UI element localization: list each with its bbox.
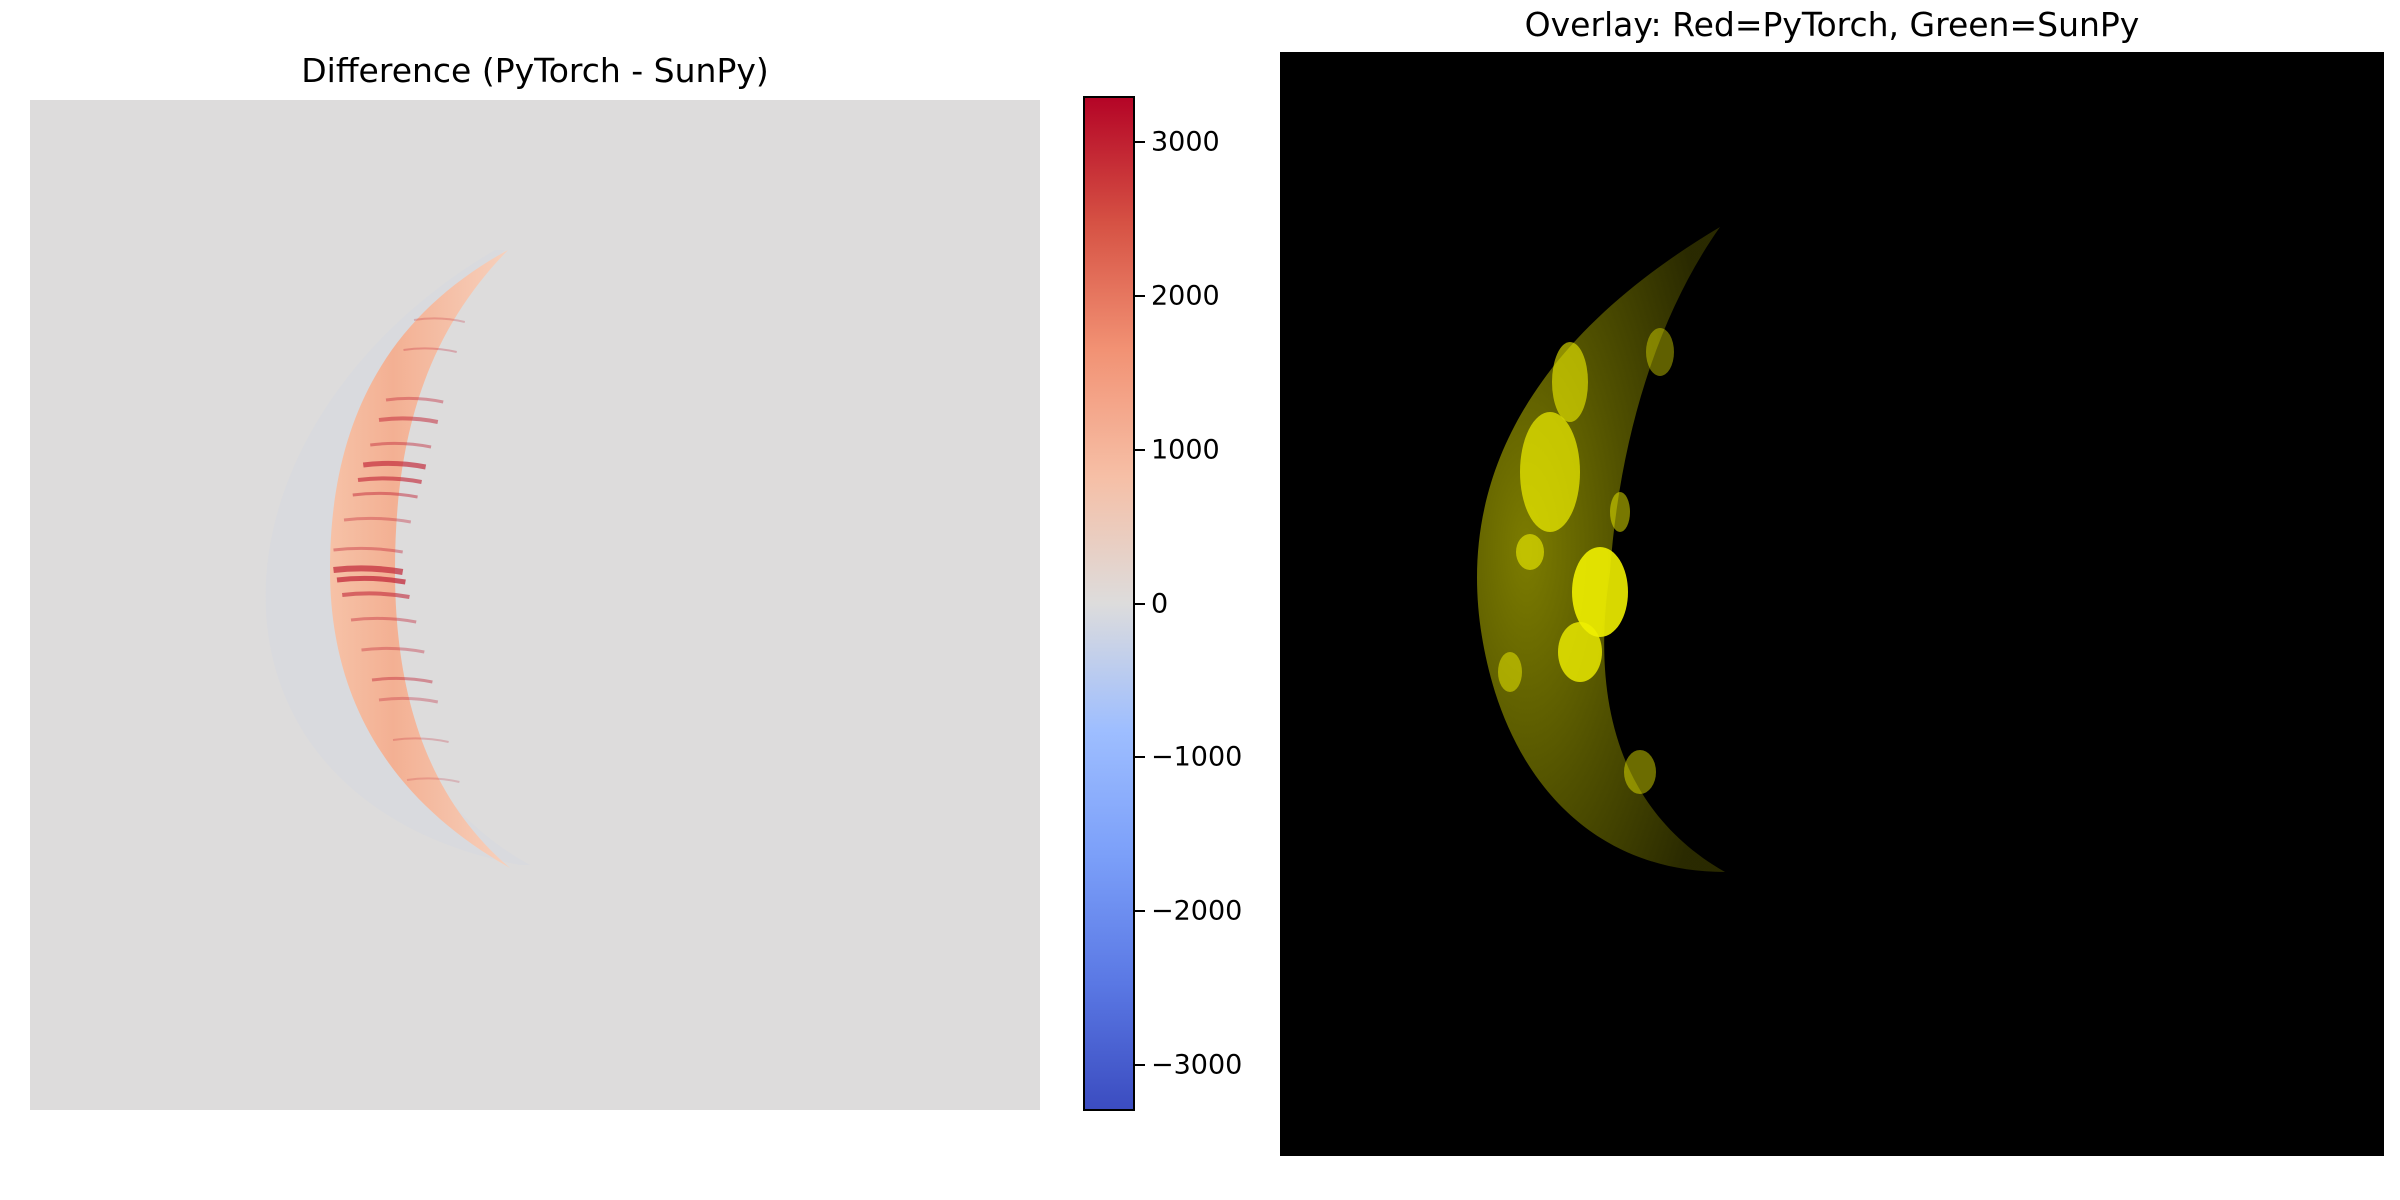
difference-streak (385, 396, 444, 404)
overlay-bright-spot (1572, 547, 1628, 637)
overlay-bright-regions (1498, 328, 1674, 794)
colorbar-tick-mark (1135, 756, 1145, 759)
difference-streak (336, 575, 406, 585)
difference-background (30, 100, 1040, 1110)
overlay-bright-spot (1520, 412, 1580, 532)
difference-streak (392, 737, 449, 743)
colorbar-tick-label: 0 (1151, 588, 1169, 619)
difference-heatmap (30, 100, 1040, 1110)
overlay-background (1280, 52, 2384, 1156)
colorbar-tick-mark (1135, 1063, 1145, 1066)
colorbar-tick-label: 1000 (1151, 434, 1220, 466)
overlay-bright-spot (1646, 328, 1674, 376)
cool-limb-region (265, 250, 530, 865)
overlay-bright-spot (1516, 534, 1544, 570)
difference-streak (342, 591, 410, 599)
difference-streak (361, 646, 425, 654)
difference-streak (378, 696, 439, 704)
colorbar-tick-label: 2000 (1151, 280, 1220, 312)
colorbar-tick-mark (1135, 910, 1145, 913)
difference-streak (406, 777, 460, 783)
colorbar-tick-mark (1135, 448, 1145, 451)
difference-streak (403, 347, 457, 353)
difference-streak (371, 676, 433, 684)
difference-streak (350, 616, 417, 624)
overlay-bright-spot (1552, 342, 1588, 422)
difference-streak (352, 491, 418, 499)
difference-streak (333, 546, 403, 554)
right-panel-title: Overlay: Red=PyTorch, Green=SunPy (1524, 5, 2140, 44)
colorbar-gradient (1083, 96, 1135, 1111)
difference-crescent (330, 250, 510, 868)
colorbar-tick-label: 3000 (1151, 126, 1220, 158)
colorbar-tick-mark (1135, 141, 1145, 144)
difference-streak (343, 516, 412, 524)
difference-streak (370, 441, 432, 449)
colorbar-tick-mark (1135, 602, 1145, 605)
difference-streak (333, 565, 404, 575)
colorbar (1083, 96, 1135, 1111)
difference-streak (357, 476, 422, 484)
difference-streak (378, 416, 439, 424)
overlay-image (1280, 52, 2384, 1156)
difference-streak (413, 317, 466, 323)
colorbar-tick-label: −3000 (1151, 1049, 1243, 1081)
difference-streak (362, 460, 427, 470)
overlay-bright-spot (1558, 622, 1602, 682)
overlay-bright-spot (1498, 652, 1522, 692)
left-panel-title: Difference (PyTorch - SunPy) (301, 51, 769, 90)
colorbar-tick-mark (1135, 294, 1145, 297)
overlay-bright-spot (1610, 492, 1630, 532)
difference-streaks (333, 317, 466, 783)
colorbar-tick-label: −1000 (1151, 741, 1243, 773)
overlay-bright-spot (1624, 750, 1656, 794)
colorbar-tick-label: −2000 (1151, 895, 1243, 927)
